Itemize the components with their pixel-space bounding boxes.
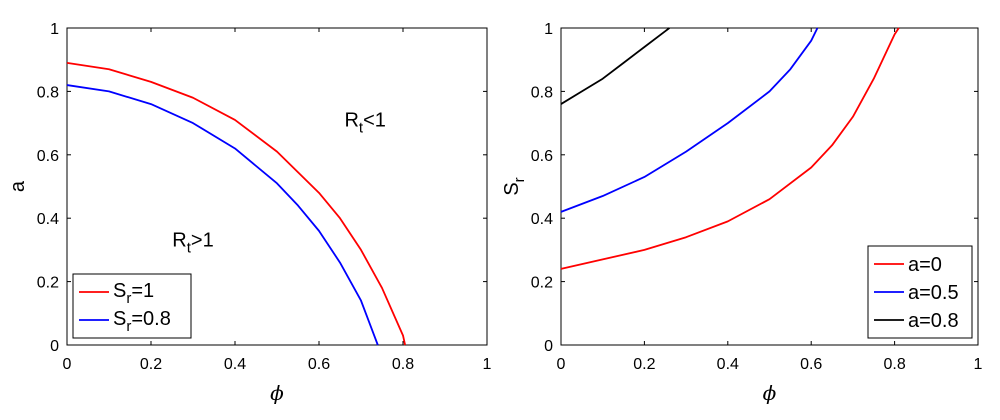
series-line-0 [66,61,406,346]
x-tick-label: 1 [483,356,492,373]
x-tick-label: 0 [557,356,566,373]
legend-label-1: Sr=0.8 [113,308,171,335]
y-tick-label: 1 [50,21,59,38]
legend-label-1-tail: =0.8 [131,308,170,330]
y-tick-label: 0 [50,338,59,355]
y-tick-label: 0 [544,338,553,355]
x-axis-label: ϕ [763,381,777,405]
legend-label-0-base: S [113,280,126,302]
x-tick-label: 0.2 [140,356,162,373]
series-line-2 [560,27,670,105]
series-line-0 [560,27,900,270]
x-axis-label: ϕ [270,381,284,405]
annotation-1-tail: >1 [191,230,214,252]
y-axis-label-subscript: r [511,177,528,182]
y-tick-label: 0.2 [531,275,553,292]
y-tick-label: 1 [544,21,553,38]
legend-label-0-tail: =1 [131,280,154,302]
legend-label-0: Sr=1 [113,280,154,307]
legend-box [72,273,192,339]
legend-label-2: a=0.8 [908,310,959,332]
annotation-0-subscript: t [359,119,364,136]
y-tick-label: 0.2 [37,275,59,292]
x-tick-label: 0 [63,356,72,373]
annotation-0-base: R [344,109,358,131]
y-tick-label: 0.4 [531,211,553,228]
left-chart-panel: 0 0.2 0.4 0.6 0.8 100.20.40.60.81ϕaRt<1Rt>1Sr… [7,21,492,405]
legend-label-1-base: S [113,308,126,330]
x-tick-label: 0.6 [308,356,330,373]
legend-label-0-subscript: r [126,290,131,307]
annotation-0-tail: <1 [363,109,386,131]
right-chart-panel: 0 0.2 0.4 0.6 0.8 100.20.40.60.81ϕSra=0a=0.5a… [501,21,983,405]
legend-label-0: a=0 [908,254,942,276]
y-tick-label: 0.8 [531,84,553,101]
y-tick-label: 0.6 [531,148,553,165]
y-tick-label: 0.6 [37,148,59,165]
x-tick-label: 0.6 [800,356,822,373]
y-axis-label: Sr [501,177,528,195]
legend-label-1-subscript: r [126,318,131,335]
x-tick-label: 0.4 [717,356,739,373]
y-tick-label: 0.8 [37,84,59,101]
y-axis-label: a [7,180,29,192]
annotation-1-subscript: t [187,240,192,257]
legend-label-1: a=0.5 [908,282,959,304]
x-tick-label: 0.8 [883,356,905,373]
x-tick-label: 0.2 [633,356,655,373]
series-line-1 [560,27,819,213]
x-tick-label: 0.8 [392,356,414,373]
series-line-1 [66,84,379,346]
x-tick-label: 1 [974,356,983,373]
y-axis-label-base: S [501,182,523,195]
annotation-1: Rt>1 [172,230,213,257]
annotation-1-base: R [172,230,186,252]
annotation-0: Rt<1 [344,109,385,136]
legend: Sr=1Sr=0.8 [72,273,192,339]
y-tick-label: 0.4 [37,211,59,228]
x-tick-label: 0.4 [224,356,246,373]
legend: a=0 a=0.5 a=0.8 [867,245,973,339]
